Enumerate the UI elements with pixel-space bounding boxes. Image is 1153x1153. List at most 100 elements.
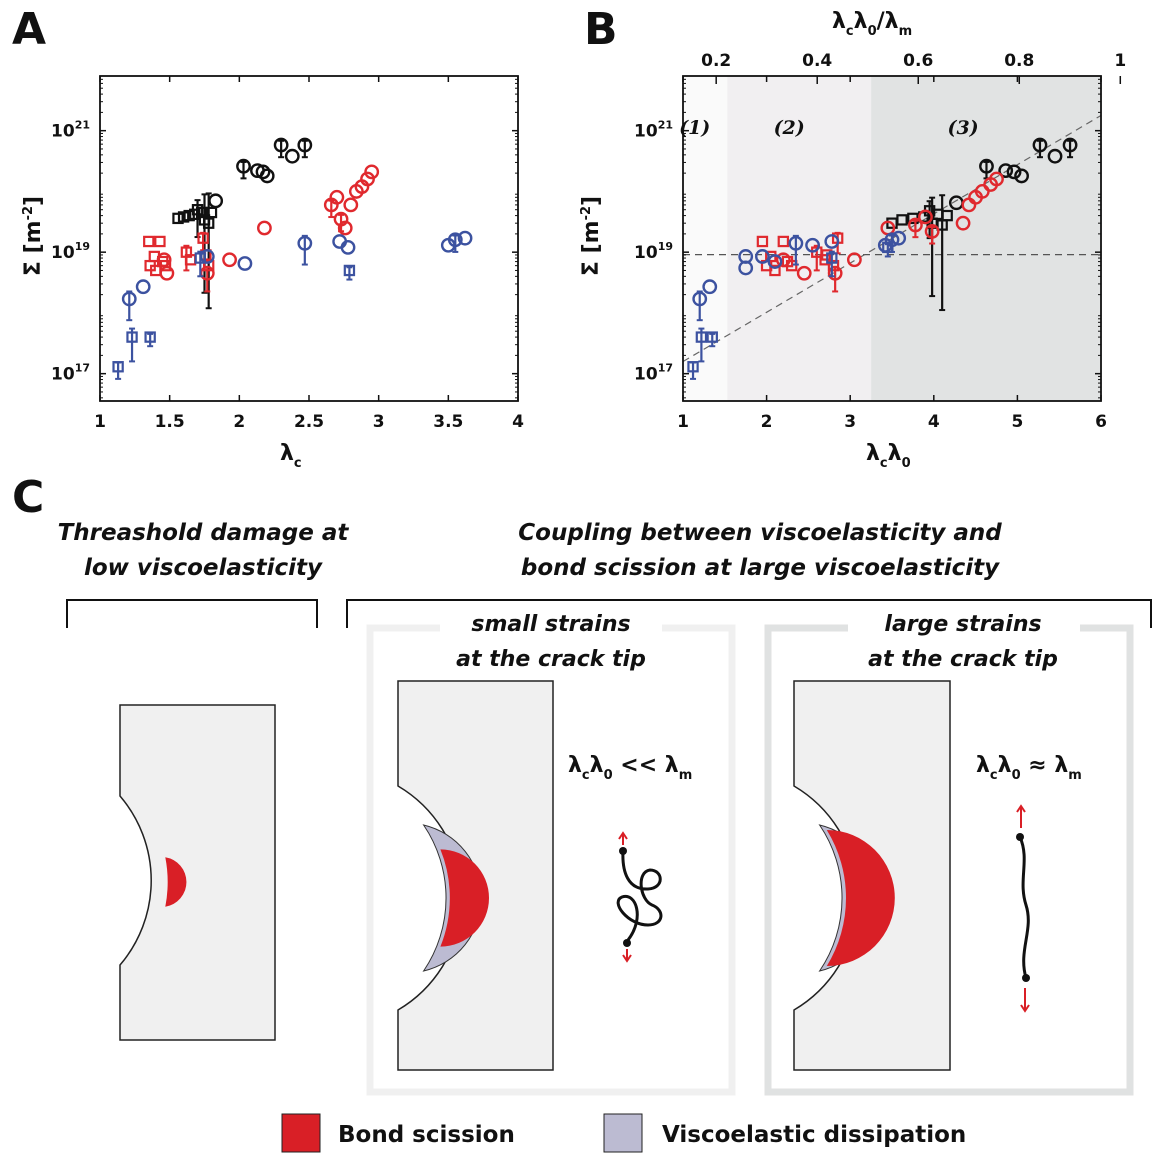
data-point-circle — [824, 234, 840, 249]
region-label-2: (2) — [774, 117, 805, 139]
panel-b-top-label: λcλ0/λm — [832, 9, 912, 39]
data-point-circle — [692, 291, 708, 307]
data-point-square — [202, 259, 215, 272]
right-bracket — [346, 599, 1152, 628]
bond-scission-zone-middle — [440, 849, 489, 947]
relation-small: λcλ0 << λm — [568, 753, 692, 783]
region-1 — [683, 76, 728, 401]
bond-scission-zone-right — [826, 830, 895, 966]
box-small-strains-title-bg — [440, 606, 662, 676]
data-point-square — [112, 361, 124, 373]
y-tick-label: 1019 — [634, 240, 673, 263]
force-arrow-up — [1016, 804, 1026, 828]
y-tick-label: 1017 — [51, 362, 90, 385]
chain-end-top — [1016, 833, 1024, 841]
data-point-circle — [989, 171, 1004, 187]
data-point-square — [826, 252, 838, 264]
data-point-circle — [755, 249, 770, 264]
x-tick-label: 2.5 — [294, 412, 324, 432]
force-arrow-up — [618, 831, 628, 845]
x-tick-label: 1 — [677, 412, 689, 432]
box-large-strains-title-bg — [848, 606, 1080, 676]
data-point-circle — [121, 291, 137, 307]
right-heading-line2: bond scission at large viscoelasticity — [521, 555, 1000, 581]
chain-coiled — [616, 831, 663, 963]
box-small-strains-title-line2: at the crack tip — [456, 647, 646, 672]
data-point-circle — [796, 265, 812, 281]
panel-b-letter: B — [584, 4, 618, 55]
legend-label-viscoelastic: Viscoelastic dissipation — [662, 1122, 966, 1148]
data-point-circle — [924, 223, 940, 239]
data-point-square — [706, 331, 718, 343]
data-point-circle — [236, 158, 251, 174]
data-point-circle — [457, 230, 473, 246]
top-tick-label: 0.4 — [802, 51, 832, 71]
data-point-square — [194, 252, 207, 264]
left-bracket — [66, 599, 318, 628]
data-point-circle — [1006, 164, 1022, 180]
data-point-square — [756, 235, 769, 248]
data-point-circle — [1032, 137, 1048, 153]
data-point-circle — [738, 260, 754, 276]
data-point-circle — [284, 148, 300, 164]
data-point-circle — [767, 254, 783, 269]
box-large-strains-title-line2: at the crack tip — [868, 647, 1058, 672]
chain-stretched — [1016, 804, 1030, 1013]
x-tick-label: 6 — [1095, 412, 1107, 432]
data-point-square — [687, 361, 699, 373]
data-point-circle — [340, 239, 356, 255]
data-point-circle — [329, 189, 345, 205]
data-point-square — [197, 232, 209, 244]
data-point-circle — [846, 252, 862, 268]
data-point-circle — [827, 265, 843, 281]
data-point-circle — [343, 197, 359, 213]
region-label-1: (1) — [679, 117, 710, 139]
data-point-circle — [1062, 137, 1078, 153]
box-small-strains: small strains at the crack tip λcλ0 << λ… — [366, 606, 736, 1096]
data-point-circle — [360, 171, 375, 187]
panel-c-letter: C — [12, 472, 44, 523]
data-point-circle — [333, 211, 349, 227]
data-point-square — [126, 331, 138, 343]
data-point-circle — [775, 252, 791, 268]
panel-b-ticks: 1 2 3 4 5 6 1017 1019 1021 0.2 0.4 0.6 0.8 1 — [634, 51, 1126, 432]
panel-b: B (1) (2) (3) 1 2 3 4 5 6 1017 1019 1021 0.2 0.4 0.6 0… — [579, 4, 1126, 471]
region-3 — [871, 76, 1101, 401]
box-large-strains-title-line1: large strains — [884, 612, 1041, 637]
force-arrow-down — [622, 949, 632, 963]
panel-c: C Threashold damage at low viscoelastici… — [12, 472, 1152, 1153]
chain-end-bottom — [1022, 974, 1030, 982]
data-point-circle — [257, 220, 272, 236]
data-point-circle — [1047, 148, 1063, 164]
data-point-square — [202, 217, 215, 229]
x-tick-label: 3.5 — [433, 412, 463, 432]
data-point-circle — [297, 137, 313, 153]
data-point-circle — [955, 215, 971, 231]
panel-a-plot-area — [112, 137, 473, 380]
data-point-circle — [199, 249, 215, 264]
x-tick-label: 1 — [94, 412, 106, 432]
x-tick-label: 5 — [1011, 412, 1023, 432]
data-point-square — [769, 264, 781, 277]
bond-scission-zone-left — [165, 857, 187, 907]
data-point-circle — [805, 237, 820, 253]
legend-swatch-bond-scission — [281, 1113, 321, 1153]
data-point-square — [343, 264, 356, 277]
top-tick-label: 0.2 — [701, 51, 731, 71]
data-point-square — [777, 235, 790, 248]
x-tick-label: 3 — [844, 412, 856, 432]
box-large-strains: large strains at the crack tip λcλ0 ≈ λm — [764, 606, 1134, 1096]
data-point-square — [154, 235, 166, 248]
legend-label-bond-scission: Bond scission — [338, 1122, 515, 1148]
left-heading-line2: low viscoelasticity — [84, 555, 323, 581]
panel-b-regions: (1) (2) (3) — [679, 76, 1101, 401]
data-point-square — [941, 209, 953, 222]
panel-a-letter: A — [12, 4, 46, 55]
data-point-square — [695, 331, 708, 343]
data-point-circle — [208, 193, 224, 209]
data-point-circle — [1014, 168, 1029, 184]
y-tick-label: 1017 — [634, 362, 673, 385]
data-point-square — [896, 214, 908, 226]
data-point-circle — [702, 279, 718, 295]
